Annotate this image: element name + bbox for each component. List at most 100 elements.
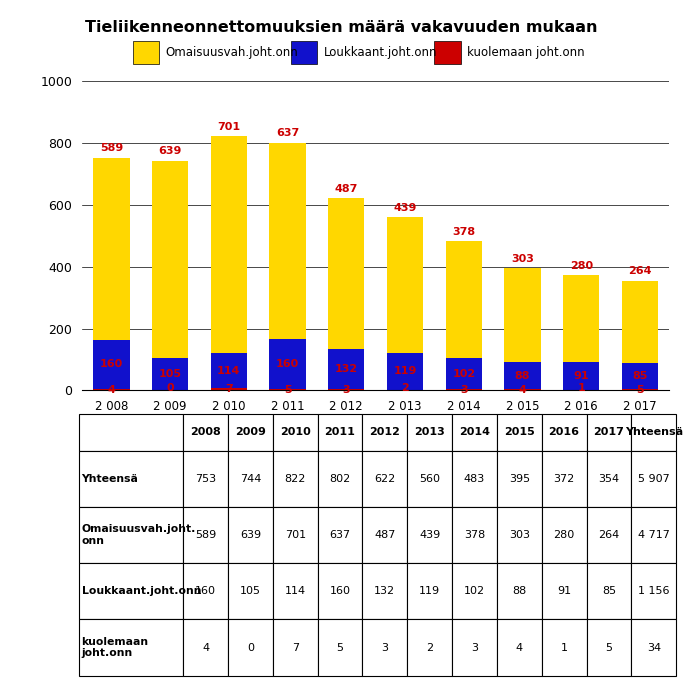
Bar: [407, 414, 452, 451]
Text: 2015: 2015: [504, 428, 535, 437]
Bar: [587, 563, 631, 619]
Text: 639: 639: [240, 530, 261, 540]
Text: 2017: 2017: [594, 428, 624, 437]
Bar: [269, 340, 306, 389]
Bar: [318, 507, 363, 563]
Text: 5: 5: [605, 642, 613, 653]
Bar: [445, 241, 482, 358]
Bar: [622, 281, 658, 363]
Bar: [407, 451, 452, 507]
Text: 3: 3: [342, 385, 350, 395]
Bar: [504, 389, 541, 390]
Bar: [152, 358, 189, 390]
Text: 102: 102: [464, 586, 485, 596]
Bar: [79, 619, 183, 676]
Text: 378: 378: [464, 530, 485, 540]
Text: 439: 439: [419, 530, 441, 540]
Bar: [504, 268, 541, 362]
Bar: [452, 414, 497, 451]
Bar: [183, 451, 228, 507]
Bar: [79, 507, 183, 563]
Text: 2012: 2012: [370, 428, 400, 437]
Text: 3: 3: [471, 642, 478, 653]
Bar: [183, 619, 228, 676]
Bar: [363, 619, 407, 676]
Bar: [273, 563, 318, 619]
Bar: [387, 353, 423, 390]
Bar: [363, 507, 407, 563]
Bar: [228, 414, 273, 451]
Text: 378: 378: [452, 227, 475, 236]
Text: 114: 114: [217, 366, 240, 375]
Bar: [291, 41, 317, 64]
Text: 7: 7: [225, 384, 233, 394]
Bar: [631, 619, 676, 676]
Bar: [542, 451, 587, 507]
Text: 637: 637: [276, 128, 299, 138]
Bar: [93, 340, 130, 389]
Text: 3: 3: [381, 642, 389, 653]
Text: 1 156: 1 156: [638, 586, 669, 596]
Text: 160: 160: [195, 586, 216, 596]
Bar: [587, 619, 631, 676]
Text: 483: 483: [464, 474, 485, 484]
Text: 395: 395: [509, 474, 530, 484]
Text: 160: 160: [329, 586, 350, 596]
Bar: [631, 563, 676, 619]
Bar: [587, 414, 631, 451]
Text: 34: 34: [647, 642, 661, 653]
Text: 132: 132: [374, 586, 395, 596]
Text: 4: 4: [202, 642, 209, 653]
Bar: [542, 619, 587, 676]
Text: 5: 5: [283, 384, 292, 394]
Text: 560: 560: [419, 474, 440, 484]
Text: Tieliikenneonnettomuuksien määrä vakavuuden mukaan: Tieliikenneonnettomuuksien määrä vakavuu…: [85, 20, 598, 35]
Bar: [434, 41, 461, 64]
Text: Omaisuusvah.joht.
onn: Omaisuusvah.joht. onn: [81, 524, 196, 546]
Text: 744: 744: [240, 474, 261, 484]
Text: 2: 2: [401, 383, 409, 393]
Text: 85: 85: [632, 371, 647, 381]
Text: 1: 1: [561, 642, 568, 653]
Bar: [273, 507, 318, 563]
Text: Loukkaant.joht.onn: Loukkaant.joht.onn: [324, 46, 437, 59]
Bar: [269, 389, 306, 390]
Bar: [631, 414, 676, 451]
Bar: [273, 451, 318, 507]
Text: 589: 589: [100, 143, 123, 153]
Bar: [79, 414, 183, 451]
Bar: [328, 349, 365, 390]
Bar: [504, 362, 541, 389]
Bar: [183, 414, 228, 451]
Bar: [563, 276, 600, 362]
Bar: [363, 414, 407, 451]
Bar: [452, 563, 497, 619]
Bar: [93, 158, 130, 340]
Text: 2011: 2011: [324, 428, 355, 437]
Text: 2010: 2010: [280, 428, 311, 437]
Bar: [631, 451, 676, 507]
Bar: [622, 363, 658, 389]
Bar: [328, 198, 365, 349]
Text: Loukkaant.joht.onn: Loukkaant.joht.onn: [81, 586, 201, 596]
Text: 7: 7: [292, 642, 298, 653]
Bar: [152, 160, 189, 358]
Text: 105: 105: [158, 369, 182, 379]
Bar: [210, 353, 247, 388]
Bar: [183, 507, 228, 563]
Bar: [183, 563, 228, 619]
Bar: [133, 41, 160, 64]
Text: 4 717: 4 717: [638, 530, 670, 540]
Text: 102: 102: [452, 369, 475, 379]
Text: 1: 1: [577, 383, 585, 393]
Text: 589: 589: [195, 530, 216, 540]
Bar: [228, 451, 273, 507]
Text: 114: 114: [285, 586, 306, 596]
Text: 2014: 2014: [459, 428, 490, 437]
Text: 160: 160: [276, 359, 299, 369]
Bar: [228, 563, 273, 619]
Bar: [587, 507, 631, 563]
Text: 105: 105: [240, 586, 261, 596]
Bar: [542, 563, 587, 619]
Text: 2016: 2016: [548, 428, 580, 437]
